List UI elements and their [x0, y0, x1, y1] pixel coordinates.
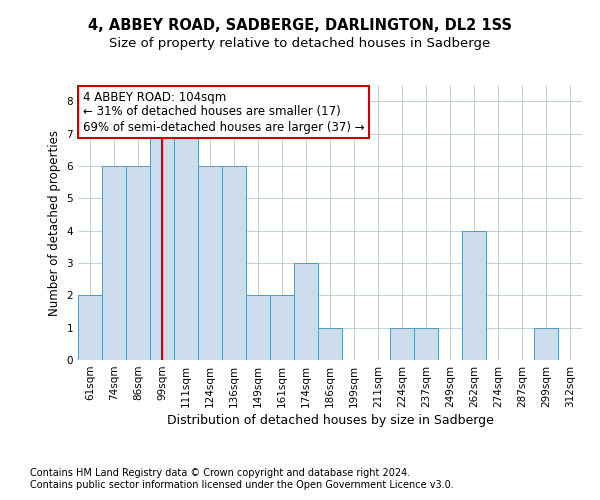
Bar — [222, 166, 246, 360]
Bar — [534, 328, 558, 360]
Bar — [198, 166, 222, 360]
Bar — [414, 328, 438, 360]
Text: 4, ABBEY ROAD, SADBERGE, DARLINGTON, DL2 1SS: 4, ABBEY ROAD, SADBERGE, DARLINGTON, DL2… — [88, 18, 512, 32]
Text: Size of property relative to detached houses in Sadberge: Size of property relative to detached ho… — [109, 38, 491, 51]
Bar — [126, 166, 150, 360]
Bar — [294, 263, 318, 360]
Bar — [318, 328, 342, 360]
Bar — [462, 230, 486, 360]
Bar — [150, 134, 174, 360]
Text: Contains public sector information licensed under the Open Government Licence v3: Contains public sector information licen… — [30, 480, 454, 490]
Bar — [174, 134, 198, 360]
Bar — [270, 296, 294, 360]
Bar — [390, 328, 414, 360]
Bar — [246, 296, 270, 360]
Y-axis label: Number of detached properties: Number of detached properties — [48, 130, 61, 316]
Text: Contains HM Land Registry data © Crown copyright and database right 2024.: Contains HM Land Registry data © Crown c… — [30, 468, 410, 477]
Bar — [78, 296, 102, 360]
Text: 4 ABBEY ROAD: 104sqm
← 31% of detached houses are smaller (17)
69% of semi-detac: 4 ABBEY ROAD: 104sqm ← 31% of detached h… — [83, 90, 365, 134]
Bar — [102, 166, 126, 360]
X-axis label: Distribution of detached houses by size in Sadberge: Distribution of detached houses by size … — [167, 414, 493, 427]
